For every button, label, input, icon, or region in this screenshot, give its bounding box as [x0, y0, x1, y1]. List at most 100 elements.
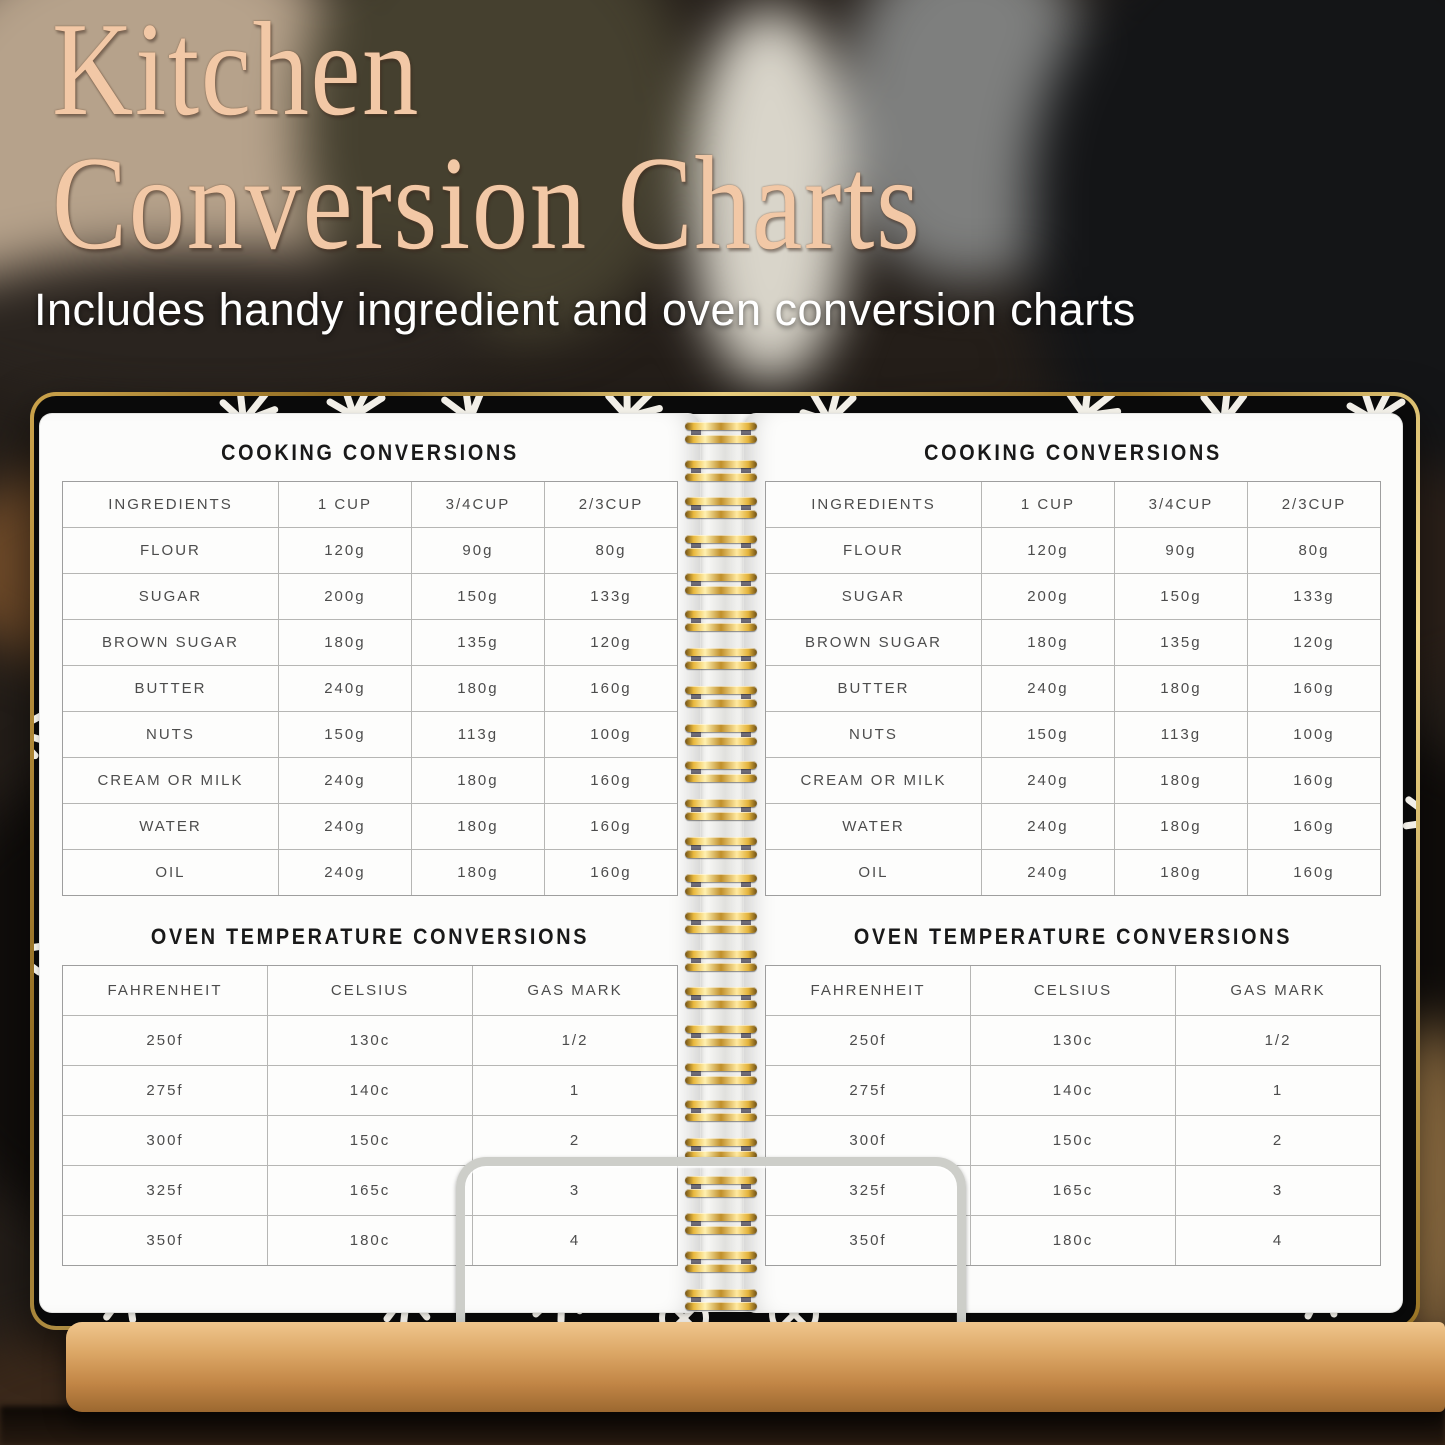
spiral-coil — [685, 874, 757, 896]
table-cell: 135g — [410, 620, 544, 665]
table-header-cell: 3/4CUP — [1113, 482, 1247, 527]
spiral-coil — [685, 1175, 757, 1197]
table-row: FLOUR 120g 90g 80g — [766, 527, 1380, 573]
table-cell: CREAM OR MILK — [800, 772, 947, 789]
table-cell: 160g — [543, 666, 677, 711]
table-cell: 350f — [146, 1232, 184, 1249]
table-row: 325f 165c 3 — [766, 1165, 1380, 1215]
table-row: CREAM OR MILK 240g 180g 160g — [766, 757, 1380, 803]
table-cell: 80g — [543, 528, 677, 573]
spiral-coil — [685, 949, 757, 971]
table-header-cell: GAS MARK — [1175, 966, 1380, 1015]
spiral-coil — [685, 1213, 757, 1235]
table-cell: 100g — [1246, 712, 1380, 757]
table-cell: 325f — [849, 1182, 887, 1199]
title-line-1: Kitchen — [52, 0, 421, 143]
table-cell: WATER — [842, 818, 905, 835]
table-cell: 1 — [472, 1066, 677, 1115]
table-cell: 3 — [472, 1166, 677, 1215]
oven-conversions-table: FAHRENHEIT CELSIUS GAS MARK 250f 130c 1/2 275f… — [765, 965, 1381, 1266]
table-cell: SUGAR — [138, 588, 203, 605]
table-cell: CREAM OR MILK — [97, 772, 244, 789]
table-row: FLOUR 120g 90g 80g — [63, 527, 677, 573]
table-cell: 2 — [472, 1116, 677, 1165]
spiral-coil — [685, 1138, 757, 1160]
cooking-conversions-table: INGREDIENTS 1 CUP 3/4CUP 2/3CUP FLOUR 120g 90g… — [765, 481, 1381, 896]
table-cell: 240g — [277, 804, 411, 849]
background-blob — [0, 250, 490, 410]
table-row: NUTS 150g 113g 100g — [766, 711, 1380, 757]
table-header-row: FAHRENHEIT CELSIUS GAS MARK — [63, 966, 677, 1015]
table-cell: 120g — [980, 528, 1114, 573]
table-cell: OIL — [858, 864, 889, 881]
table-cell: 240g — [277, 666, 411, 711]
table-cell: 240g — [277, 758, 411, 803]
table-row: 300f 150c 2 — [63, 1115, 677, 1165]
table-cell: 150c — [970, 1116, 1175, 1165]
spiral-coil — [685, 535, 757, 557]
table-cell: 165c — [970, 1166, 1175, 1215]
table-cell: 140c — [970, 1066, 1175, 1115]
table-cell: 130c — [267, 1016, 472, 1065]
table-cell: 240g — [980, 666, 1114, 711]
table-cell: 325f — [146, 1182, 184, 1199]
table-cell: 240g — [277, 850, 411, 895]
table-cell: 160g — [543, 850, 677, 895]
spiral-coil — [685, 761, 757, 783]
bookstand-wire-holder — [456, 1157, 966, 1332]
table-cell: 1 — [1175, 1066, 1380, 1115]
table-row: SUGAR 200g 150g 133g — [766, 573, 1380, 619]
table-cell: OIL — [155, 864, 186, 881]
table-row: 275f 140c 1 — [63, 1065, 677, 1115]
oven-conversions-heading: OVEN TEMPERATURE CONVERSIONS — [853, 924, 1293, 949]
table-row: 300f 150c 2 — [766, 1115, 1380, 1165]
cooking-conversions-heading: COOKING CONVERSIONS — [221, 440, 519, 465]
spiral-binding — [685, 422, 757, 1310]
table-cell: 240g — [980, 804, 1114, 849]
table-row: SUGAR 200g 150g 133g — [63, 573, 677, 619]
spiral-coil — [685, 1062, 757, 1084]
table-cell: BROWN SUGAR — [804, 634, 942, 651]
table-cell: 200g — [277, 574, 411, 619]
bookstand-shadow — [0, 1406, 1445, 1445]
table-cell: 180g — [1113, 666, 1247, 711]
table-header-cell: 1 CUP — [277, 482, 411, 527]
table-cell: 350f — [849, 1232, 887, 1249]
table-cell: 160g — [543, 758, 677, 803]
table-cell: 120g — [277, 528, 411, 573]
table-cell: 4 — [1175, 1216, 1380, 1265]
table-cell: 180g — [980, 620, 1114, 665]
table-header-cell: 3/4CUP — [410, 482, 544, 527]
table-cell: 3 — [1175, 1166, 1380, 1215]
table-cell: BUTTER — [837, 680, 910, 697]
table-row: 350f 180c 4 — [63, 1215, 677, 1265]
table-cell: 113g — [410, 712, 544, 757]
background-blob — [693, 10, 848, 380]
notebook-page-right: COOKING CONVERSIONS INGREDIENTS 1 CUP 3/4C… — [744, 414, 1402, 1312]
spiral-coil — [685, 723, 757, 745]
spiral-coil — [685, 648, 757, 670]
table-cell: 160g — [1246, 850, 1380, 895]
table-header-cell: 1 CUP — [980, 482, 1114, 527]
table-cell: 180g — [410, 758, 544, 803]
table-row: BUTTER 240g 180g 160g — [63, 665, 677, 711]
table-cell: WATER — [139, 818, 202, 835]
table-cell: 135g — [1113, 620, 1247, 665]
table-row: 325f 165c 3 — [63, 1165, 677, 1215]
table-cell: 130c — [970, 1016, 1175, 1065]
table-cell: NUTS — [146, 726, 195, 743]
table-row: CREAM OR MILK 240g 180g 160g — [63, 757, 677, 803]
table-cell: 120g — [543, 620, 677, 665]
spiral-coil — [685, 610, 757, 632]
table-cell: 275f — [146, 1082, 184, 1099]
table-header-row: FAHRENHEIT CELSIUS GAS MARK — [766, 966, 1380, 1015]
table-cell: 160g — [543, 804, 677, 849]
spiral-coil — [685, 497, 757, 519]
table-row: NUTS 150g 113g 100g — [63, 711, 677, 757]
table-header-cell: FAHRENHEIT — [107, 982, 223, 999]
table-cell: 180g — [410, 804, 544, 849]
bookstand-ledge — [66, 1322, 1445, 1412]
table-cell: 90g — [1113, 528, 1247, 573]
table-header-cell: CELSIUS — [267, 966, 472, 1015]
